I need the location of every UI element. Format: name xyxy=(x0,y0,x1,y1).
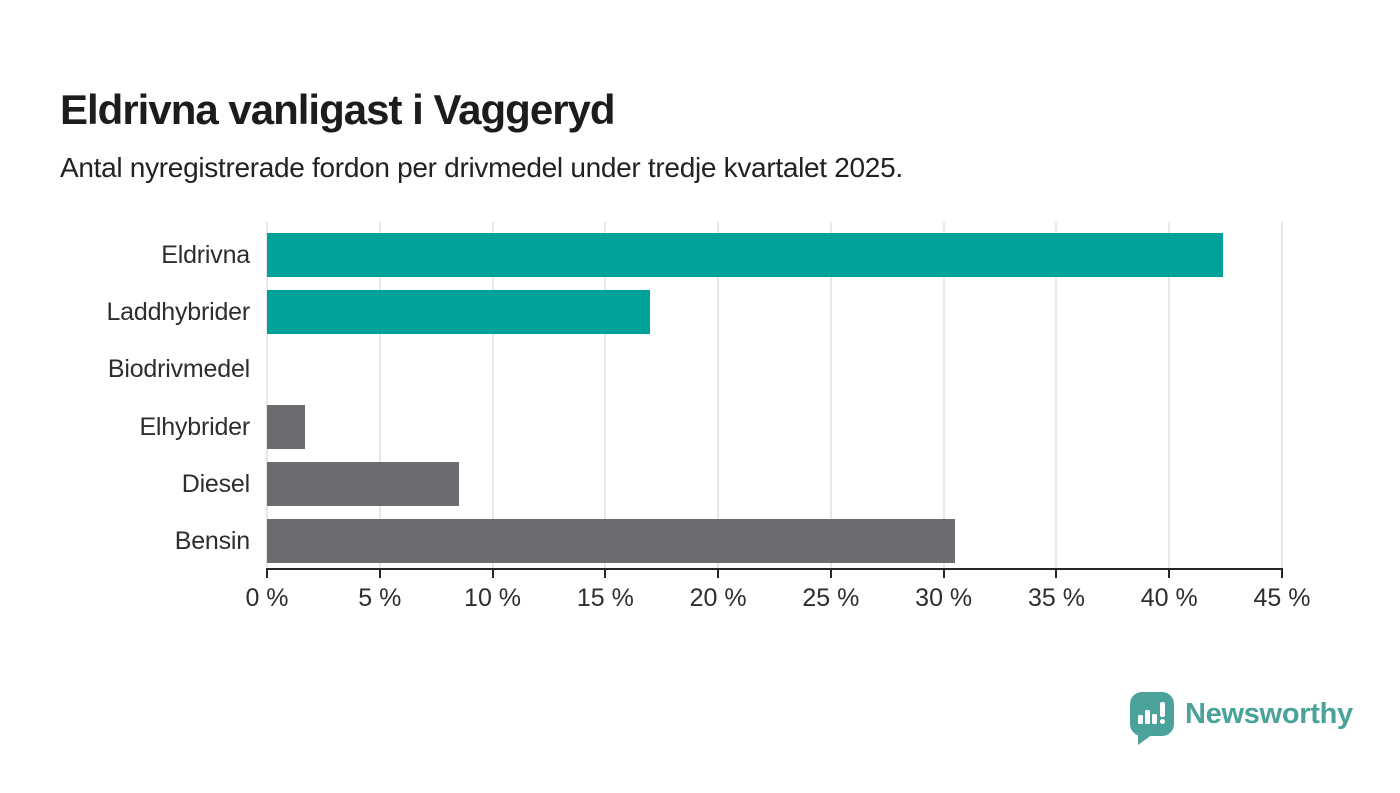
gridline xyxy=(829,222,832,568)
bar-eldrivna xyxy=(267,233,1224,277)
x-axis-tick-labels: 0 % 5 % 10 % 15 % 20 % 25 % 30 % 35 % 40 % 45 % xyxy=(245,584,1310,618)
bar-elhybrider xyxy=(267,404,306,449)
gridline xyxy=(1281,222,1283,568)
category-label: Bensin xyxy=(174,527,250,555)
speech-bubble-tail xyxy=(1138,734,1153,745)
gridline xyxy=(942,222,945,568)
category-label: Diesel xyxy=(181,469,250,498)
tick-label: 0 % xyxy=(245,584,289,612)
axis-tick xyxy=(1168,568,1171,578)
tick-label: 25 % xyxy=(802,584,860,612)
gridline xyxy=(1168,222,1171,568)
chart-subtitle: Antal nyregistrerade fordon per drivmede… xyxy=(60,152,903,183)
chart-title: Eldrivna vanligast i Vaggeryd xyxy=(60,86,616,134)
gridline xyxy=(717,222,720,568)
axis-tick xyxy=(717,568,720,578)
gridline xyxy=(1055,222,1058,568)
bar-laddhybrider xyxy=(267,290,651,335)
x-axis-ticks xyxy=(266,568,1283,580)
axis-tick xyxy=(829,568,832,578)
tick-label: 10 % xyxy=(464,584,522,612)
gridline xyxy=(491,222,494,568)
newsworthy-logo: Newsworthy xyxy=(1130,690,1353,745)
tick-label: 15 % xyxy=(576,584,634,612)
axis-tick xyxy=(266,568,268,578)
logo-bar-icon xyxy=(1138,715,1143,724)
bar-bensin xyxy=(267,519,955,563)
category-label: Biodrivmedel xyxy=(107,355,250,384)
category-label: Eldrivna xyxy=(161,241,250,269)
tick-label: 45 % xyxy=(1253,584,1311,612)
logo-text: Newsworthy xyxy=(1185,697,1353,730)
axis-tick xyxy=(491,568,494,578)
gridline xyxy=(378,222,381,568)
axis-tick xyxy=(378,568,381,578)
logo-bar-icon xyxy=(1145,710,1150,724)
axis-tick xyxy=(942,568,945,578)
tick-label: 40 % xyxy=(1140,584,1198,612)
bar-chart-speech-bubble-icon xyxy=(1130,692,1174,745)
plot-area xyxy=(266,222,1283,570)
bar-diesel xyxy=(267,461,459,506)
tick-label: 20 % xyxy=(689,584,747,612)
tick-label: 5 % xyxy=(358,584,402,612)
category-label: Elhybrider xyxy=(139,412,250,441)
tick-label: 30 % xyxy=(915,584,973,612)
category-label: Laddhybrider xyxy=(106,298,250,327)
axis-tick xyxy=(1281,568,1283,578)
axis-tick xyxy=(1055,568,1058,578)
gridline xyxy=(604,222,607,568)
logo-exclamation-dot-icon xyxy=(1160,719,1165,724)
axis-tick xyxy=(604,568,607,578)
tick-label: 35 % xyxy=(1027,584,1085,612)
logo-exclamation-icon xyxy=(1160,702,1165,717)
logo-bar-icon xyxy=(1152,714,1157,724)
gridline xyxy=(266,222,268,568)
category-axis: Eldrivna Laddhybrider Biodrivmedel Elhybrid… xyxy=(0,222,250,568)
